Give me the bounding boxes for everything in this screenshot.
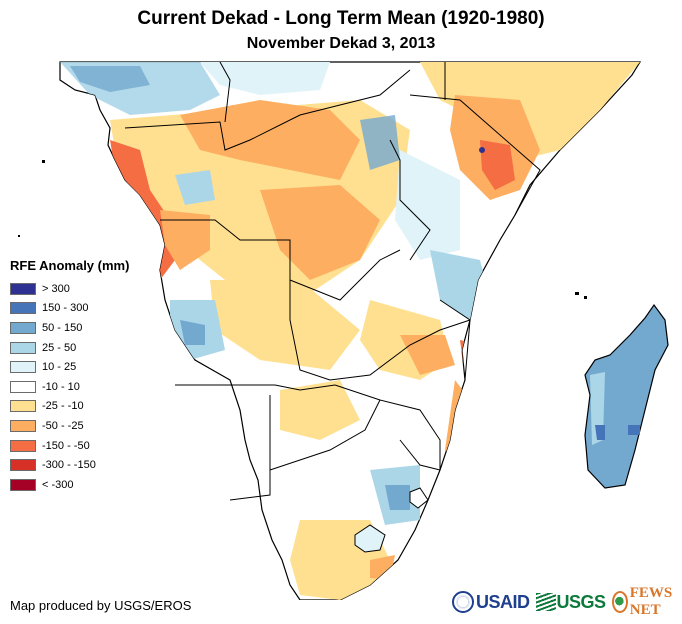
legend-swatch xyxy=(10,282,36,295)
legend-label: 10 - 25 xyxy=(42,361,77,374)
wet-patch xyxy=(628,425,640,435)
island xyxy=(584,296,587,299)
dry-patch xyxy=(160,210,210,270)
credit-text: Map produced by USGS/EROS xyxy=(10,598,192,613)
legend-label: -150 - -50 xyxy=(42,439,90,452)
legend-swatch xyxy=(10,361,36,374)
dry-patch xyxy=(210,280,360,370)
usaid-wordmark: USAID xyxy=(476,591,530,612)
legend-swatch xyxy=(10,439,36,452)
legend-label: 25 - 50 xyxy=(42,341,77,354)
wet-patch xyxy=(595,425,605,440)
legend-label: -25 - -10 xyxy=(42,400,84,413)
island xyxy=(42,160,45,163)
dry-patch xyxy=(400,335,455,375)
legend-label: < -300 xyxy=(42,478,74,491)
madagascar xyxy=(584,303,669,489)
legend-item: 10 - 25 xyxy=(10,357,129,377)
legend-swatch xyxy=(10,341,36,354)
usaid-seal-icon xyxy=(452,591,474,613)
legend-item: -150 - -50 xyxy=(10,436,129,456)
usgs-wave-icon xyxy=(535,593,556,611)
legend-item: > 300 xyxy=(10,279,129,299)
dry-patch xyxy=(480,140,515,190)
legend-item: -25 - -10 xyxy=(10,397,129,417)
legend-label: 50 - 150 xyxy=(42,321,83,334)
legend-swatch xyxy=(10,321,36,334)
wet-patch xyxy=(70,66,150,92)
dry-patch xyxy=(280,380,360,440)
wet-patch xyxy=(385,485,410,510)
usaid-logo: USAID xyxy=(452,591,530,613)
swaziland-border xyxy=(409,487,429,509)
legend-item: 50 - 150 xyxy=(10,318,129,338)
legend-item: -50 - -25 xyxy=(10,416,129,436)
island xyxy=(575,292,579,295)
legend-item: -10 - 10 xyxy=(10,377,129,397)
wet-patch xyxy=(360,115,400,170)
legend-swatch xyxy=(10,302,36,315)
legend-title: RFE Anomaly (mm) xyxy=(10,258,130,273)
legend-swatch xyxy=(10,419,36,432)
legend-label: -50 - -25 xyxy=(42,419,84,432)
legend: RFE Anomaly (mm) > 300 150 - 300 50 - 150 2… xyxy=(10,258,129,495)
usgs-wordmark: USGS xyxy=(556,591,607,612)
fewsnet-wordmark: FEWS NET xyxy=(629,585,673,618)
legend-label: -10 - 10 xyxy=(42,380,80,393)
legend-swatch xyxy=(10,459,36,472)
legend-item: 150 - 300 xyxy=(10,299,129,319)
logo-bar: USAID USGS FEWS NET xyxy=(452,585,682,619)
map-subtitle: November Dekad 3, 2013 xyxy=(246,35,436,52)
wet-patch xyxy=(200,62,330,95)
wet-patch xyxy=(500,290,540,330)
usgs-logo: USGS xyxy=(535,591,607,613)
island xyxy=(18,235,20,237)
legend-label: > 300 xyxy=(42,282,70,295)
legend-swatch xyxy=(10,380,36,393)
country-borders xyxy=(124,61,541,501)
fewsnet-logo: FEWS NET xyxy=(611,585,682,619)
dry-patch xyxy=(420,62,640,160)
legend-item: 25 - 50 xyxy=(10,338,129,358)
lesotho-border xyxy=(354,524,386,553)
legend-item: -300 - -150 xyxy=(10,455,129,475)
legend-swatch xyxy=(10,400,36,413)
legend-item: < -300 xyxy=(10,475,129,495)
anomaly-map xyxy=(18,61,669,600)
map-title: Current Dekad - Long Term Mean (1920-198… xyxy=(137,8,545,29)
wet-patch xyxy=(180,320,205,345)
legend-label: -300 - -150 xyxy=(42,459,96,472)
wet-patch xyxy=(395,150,460,260)
legend-label: 150 - 300 xyxy=(42,302,89,315)
globe-icon xyxy=(611,591,628,613)
wet-patch xyxy=(175,170,215,205)
wet-patch xyxy=(479,147,485,153)
legend-swatch xyxy=(10,478,36,491)
